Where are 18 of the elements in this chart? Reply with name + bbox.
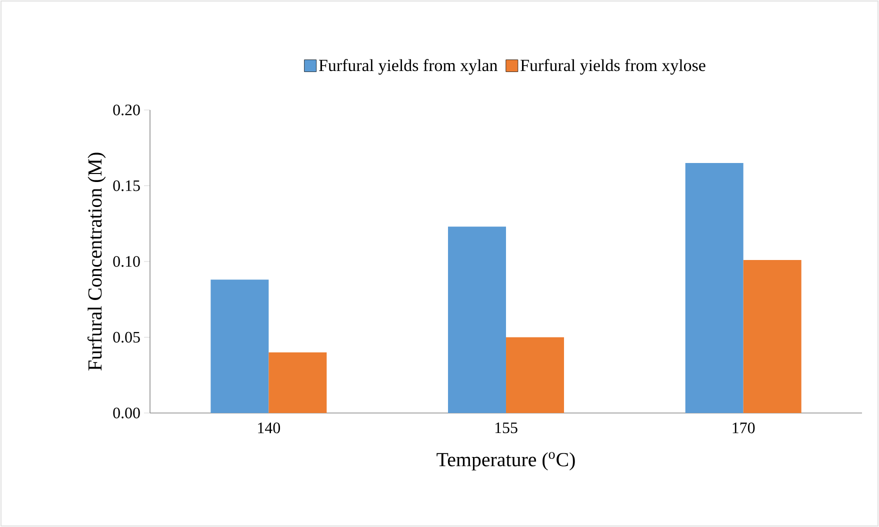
y-tick-label: 0.10 [113, 256, 140, 267]
y-axis-title: Furfural Concentration (M) [87, 152, 106, 370]
y-tick-label: 0.05 [113, 332, 140, 343]
x-tick-label: 170 [732, 422, 755, 434]
bar [448, 226, 506, 413]
x-axis-title: Temperature ($^{o}$C) [436, 452, 575, 470]
bar [743, 260, 802, 413]
bar [210, 280, 269, 413]
legend-label: Furfural yields from xylan [319, 59, 498, 75]
y-tick-label: 0.15 [113, 180, 140, 192]
y-tick-label: 0.20 [113, 104, 140, 116]
legend-label: Furfural yields from xylose [520, 59, 706, 75]
x-tick-label: 155 [495, 422, 518, 434]
bar [268, 352, 327, 413]
bar [506, 337, 564, 413]
y-tick-label: 0.00 [113, 408, 140, 418]
bar [685, 163, 744, 413]
x-tick-label: 140 [258, 422, 280, 434]
